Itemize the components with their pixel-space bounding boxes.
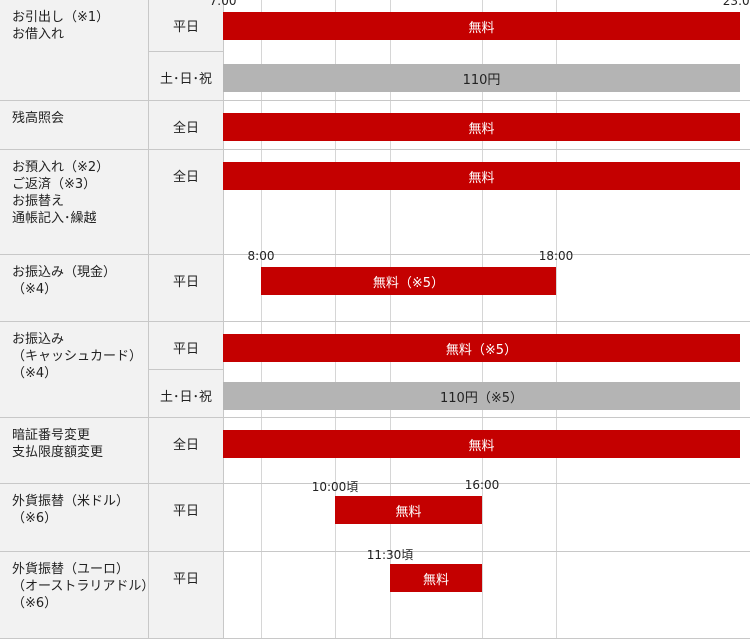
- label-line: お振替え: [12, 194, 65, 209]
- day-label: 土･日･祝: [149, 52, 224, 101]
- time-label: 8:00: [247, 249, 275, 263]
- grid-line: [556, 0, 557, 639]
- row-label: お振込み （キャッシュカード） （※4）: [0, 322, 149, 418]
- time-label: 23:00: [722, 0, 750, 8]
- label-line: ご返済（※3）: [12, 177, 97, 192]
- fee-bar: 無料: [335, 496, 482, 524]
- row-label: 外貨振替（米ドル） （※6）: [0, 484, 149, 552]
- label-line: 支払限度額変更: [12, 445, 104, 460]
- row-label: 外貨振替（ユーロ） （オーストラリアドル） （※6）: [0, 552, 155, 639]
- grid-line: [261, 0, 262, 639]
- fee-bar: 無料: [223, 113, 740, 141]
- fee-bar: 無料（※5）: [223, 334, 740, 362]
- row-label: 暗証番号変更 支払限度額変更: [0, 418, 149, 484]
- label-line: お預入れ（※2）: [12, 160, 110, 175]
- label-line: お借入れ: [12, 27, 65, 42]
- grid-line: [390, 0, 391, 639]
- time-label: 16:00: [464, 478, 500, 492]
- day-label: 全日: [149, 150, 224, 255]
- row-line: [223, 417, 750, 418]
- day-label: 平日: [149, 484, 224, 552]
- label-line: 外貨振替（ユーロ）: [12, 562, 130, 577]
- day-label: 平日: [149, 322, 224, 370]
- label-line: お振込み: [12, 332, 65, 347]
- label-line: 外貨振替（米ドル）: [12, 494, 130, 509]
- row-line: [223, 254, 750, 255]
- row-line: [223, 321, 750, 322]
- day-label: 平日: [149, 255, 224, 322]
- grid-line: [335, 0, 336, 639]
- fee-bar: 無料: [223, 162, 740, 190]
- label-line: （※4）: [12, 366, 58, 381]
- label-line: 残高照会: [12, 111, 65, 126]
- fee-bar: 無料: [390, 564, 482, 592]
- label-line: 通帳記入･繰越: [12, 211, 97, 226]
- label-line: お引出し（※1）: [12, 10, 110, 25]
- label-line: お振込み（現金）: [12, 265, 117, 280]
- row-line: [223, 551, 750, 552]
- time-label: 7:00: [209, 0, 237, 8]
- day-label: 土･日･祝: [149, 370, 224, 418]
- row-label: お引出し（※1） お借入れ: [0, 0, 149, 101]
- fee-bar: 110円（※5）: [223, 382, 740, 410]
- time-label: 18:00: [538, 249, 574, 263]
- row-line: [223, 483, 750, 484]
- row-label: お振込み（現金） （※4）: [0, 255, 149, 322]
- day-label: 平日: [149, 552, 224, 639]
- fee-bar: 110円: [223, 64, 740, 92]
- time-label: 11:30頃: [366, 548, 414, 562]
- day-label: 全日: [149, 418, 224, 484]
- day-label: 平日: [149, 0, 224, 52]
- label-line: （※6）: [12, 596, 58, 611]
- label-line: （キャッシュカード）: [12, 349, 143, 364]
- label-line: （オーストラリアドル）: [12, 579, 155, 594]
- row-label: お預入れ（※2） ご返済（※3） お振替え通帳記入･繰越: [0, 150, 149, 255]
- label-line: （※6）: [12, 511, 58, 526]
- label-line: 暗証番号変更: [12, 428, 91, 443]
- row-label: 残高照会: [0, 101, 149, 150]
- grid-line: [482, 0, 483, 639]
- fee-bar: 無料: [223, 430, 740, 458]
- fee-bar: 無料（※5）: [261, 267, 556, 295]
- fee-bar: 無料: [223, 12, 740, 40]
- row-line: [223, 100, 750, 101]
- day-label: 全日: [149, 101, 224, 150]
- label-line: （※4）: [12, 282, 58, 297]
- row-line: [223, 149, 750, 150]
- time-label: 10:00頃: [311, 480, 359, 494]
